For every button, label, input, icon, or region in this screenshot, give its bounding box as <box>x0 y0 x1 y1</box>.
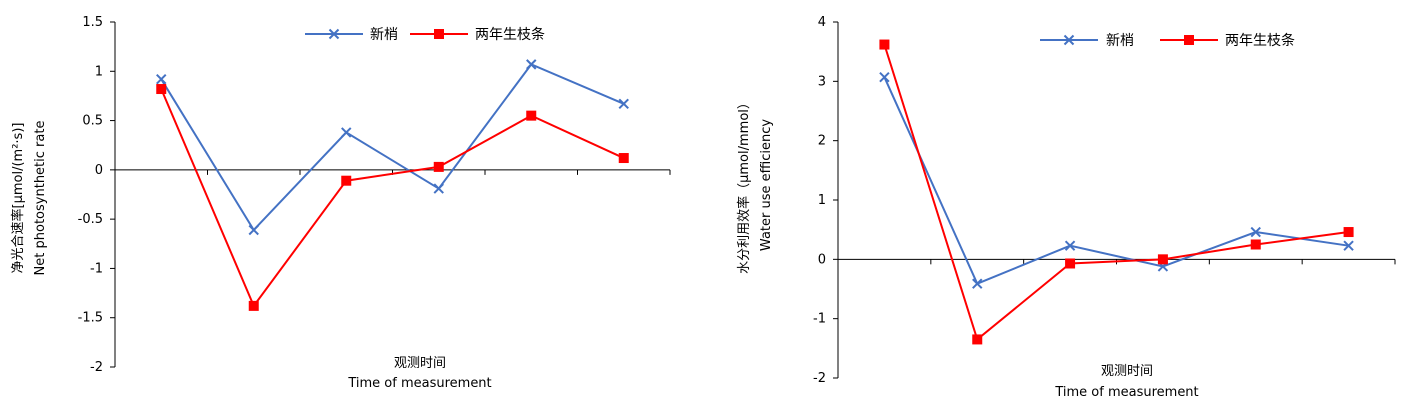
chart-2: 4 3 2 1 0 -1 -2 观测时间 Time of measurement 水分利用效率（μ… <box>736 15 1396 400</box>
legend: 新梢 两年生枝条 <box>305 26 545 43</box>
y-tick-label: 0 <box>818 252 826 267</box>
series-line <box>883 44 1349 342</box>
y-tick-label: 2 <box>818 134 826 149</box>
y-tick-label: -1.5 <box>78 311 103 326</box>
data-point <box>879 39 890 50</box>
legend-label: 新梢 <box>1106 33 1134 49</box>
y-tick-label: 3 <box>818 74 826 89</box>
y-tick-label: -1 <box>813 312 826 327</box>
data-point <box>156 73 167 85</box>
legend-marker <box>434 29 444 39</box>
y-tick-label: 1 <box>818 193 826 208</box>
y-axis-title-en: Net photosynthetic rate <box>33 121 48 276</box>
series-two-year-branch <box>156 84 629 311</box>
y-axis-title-cn: 净光合速率[μmol/(m²·s)] <box>10 123 26 274</box>
legend-label: 新梢 <box>370 27 398 43</box>
data-point <box>341 127 352 138</box>
y-tick-label: -0.5 <box>78 212 103 227</box>
data-point <box>1157 254 1168 265</box>
series-two-year-branch <box>879 39 1354 345</box>
data-point <box>1065 258 1076 269</box>
x-axis-title-cn: 观测时间 <box>394 356 446 371</box>
data-point <box>526 59 537 70</box>
data-point <box>1343 227 1354 238</box>
data-point <box>879 71 890 83</box>
data-point <box>1250 239 1261 250</box>
data-point <box>1064 240 1076 251</box>
data-point <box>618 153 629 164</box>
data-point <box>1343 240 1354 251</box>
data-point <box>972 334 983 345</box>
y-tick-label: 1 <box>95 64 103 79</box>
y-tick-label: -1 <box>90 261 103 276</box>
data-point <box>1250 226 1261 238</box>
data-point <box>248 224 259 236</box>
y-tick-label: 1.5 <box>82 15 103 30</box>
x-axis-title-en: Time of measurement <box>1054 385 1198 400</box>
y-axis-title-cn: 水分利用效率（μmol/mmol） <box>736 96 752 274</box>
series-line <box>883 76 1349 285</box>
legend-label: 两年生枝条 <box>1225 32 1295 49</box>
data-point <box>972 278 983 289</box>
data-point <box>341 175 352 186</box>
y-axis-title-en: Water use efficiency <box>759 119 774 251</box>
legend-marker <box>328 28 340 40</box>
data-point <box>526 110 537 121</box>
y-tick-label: -2 <box>813 371 826 386</box>
legend-marker <box>1184 35 1194 45</box>
series-line <box>160 88 625 308</box>
legend-marker <box>1063 34 1075 46</box>
series-line <box>160 63 625 232</box>
data-point <box>248 300 259 311</box>
data-point <box>433 183 444 194</box>
chart-1: 1.5 1 0.5 0 -0.5 -1 -1.5 -2 观测时间 Time of measurem… <box>10 15 671 391</box>
y-tick-label: 0.5 <box>82 114 103 129</box>
series-new-shoot <box>156 59 629 236</box>
x-axis-title-en: Time of measurement <box>347 376 491 391</box>
data-point <box>618 98 629 110</box>
y-tick-label: -2 <box>90 360 103 375</box>
y-tick-label: 4 <box>818 15 826 30</box>
legend: 新梢 两年生枝条 <box>1040 32 1295 49</box>
x-axis-title-cn: 观测时间 <box>1101 364 1153 379</box>
data-point <box>433 161 444 172</box>
data-point <box>156 84 167 95</box>
y-tick-label: 0 <box>95 163 103 178</box>
legend-label: 两年生枝条 <box>475 26 545 43</box>
